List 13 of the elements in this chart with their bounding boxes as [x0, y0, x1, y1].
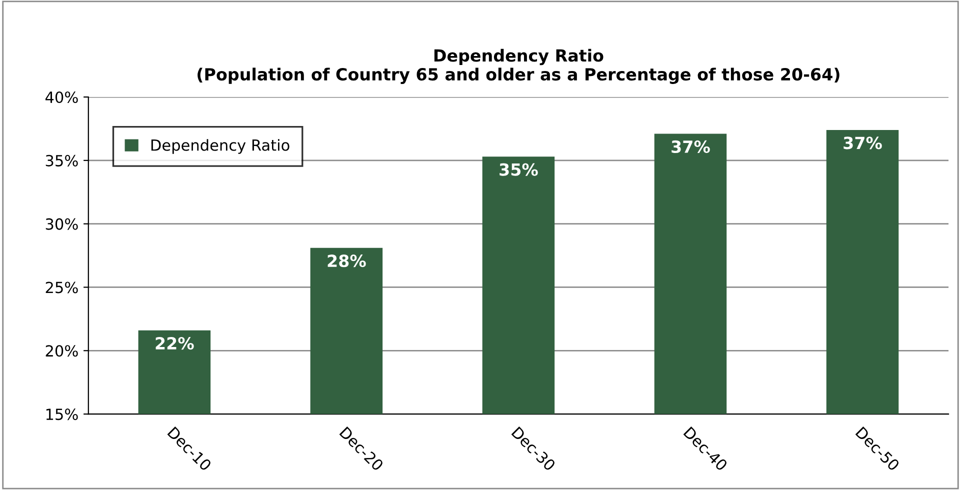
y-tick-label: 40% — [45, 91, 78, 104]
y-tick-label: 35% — [46, 154, 78, 166]
data-label: 35% — [500, 163, 538, 176]
legend-label: Dependency Ratio — [151, 139, 290, 154]
y-tick-label: 25% — [46, 282, 78, 294]
y-tick-label: 15% — [46, 408, 78, 420]
data-label: 37% — [672, 140, 710, 154]
data-label: 28% — [328, 254, 366, 268]
y-tick-label: 20% — [46, 345, 78, 357]
data-label: 22% — [156, 336, 194, 350]
y-tick-label: 30% — [46, 218, 78, 230]
data-label: 37% — [844, 136, 882, 150]
chart-title: Dependency Ratio (Population of Country 65 and older as a Percentage of those 20-64) — [198, 48, 840, 84]
